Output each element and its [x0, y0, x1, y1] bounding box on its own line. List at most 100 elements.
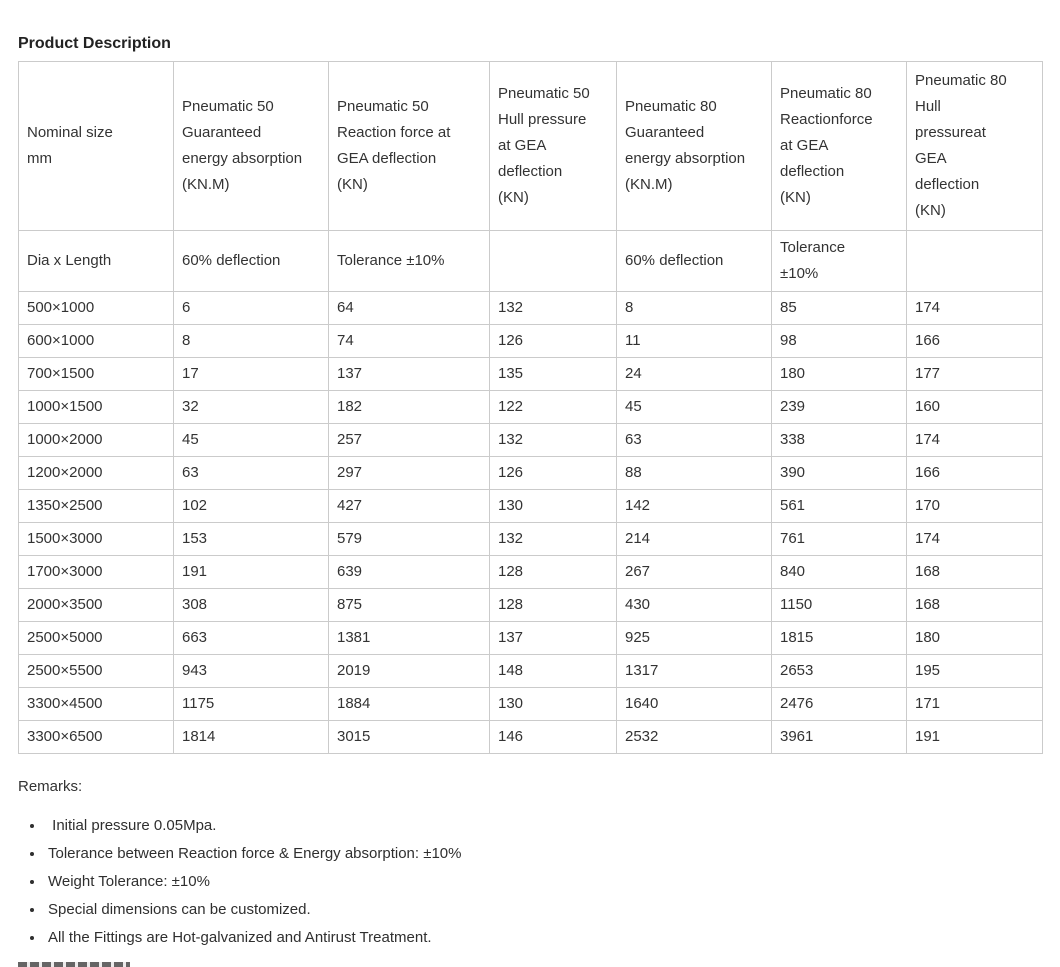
table-cell: 166 — [906, 324, 1043, 358]
table-row: 500×1000 6 64 132 8 85 174 — [18, 291, 1043, 325]
remarks-list: Initial pressure 0.05Mpa. Tolerance betwe… — [18, 816, 1042, 948]
table-cell: 126 — [489, 324, 617, 358]
table-cell: 24 — [616, 357, 772, 391]
table-row: 1500×3000 153 579 132 214 761 174 — [18, 522, 1043, 556]
clipped-section-heading-top — [18, 962, 130, 967]
remark-item: Tolerance between Reaction force & Energ… — [45, 844, 1042, 864]
table-cell: 257 — [328, 423, 490, 457]
header-p80-reaction-force: Pneumatic 80 Reactionforce at GEA deflec… — [771, 61, 907, 231]
table-cell: 132 — [489, 291, 617, 325]
table-cell: 191 — [173, 555, 329, 589]
remark-item: Special dimensions can be customized. — [45, 900, 1042, 920]
subheader-p80-deflection: 60% deflection — [616, 230, 772, 292]
table-cell: 1640 — [616, 687, 772, 721]
table-body: 500×1000 6 64 132 8 85 174 600×1000 8 74 126 11 98 16… — [18, 291, 1043, 754]
table-cell: 132 — [489, 423, 617, 457]
remark-item: Weight Tolerance: ±10% — [45, 872, 1042, 892]
table-cell: 875 — [328, 588, 490, 622]
table-cell: 177 — [906, 357, 1043, 391]
table-cell: 174 — [906, 291, 1043, 325]
table-cell: 180 — [906, 621, 1043, 655]
table-cell: 45 — [616, 390, 772, 424]
table-row: 3300×4500 1175 1884 130 1640 2476 171 — [18, 687, 1043, 721]
remark-item: Initial pressure 0.05Mpa. — [45, 816, 1042, 836]
subheader-p50-tolerance: Tolerance ±10% — [328, 230, 490, 292]
remark-item: All the Fittings are Hot-galvanized and … — [45, 928, 1042, 948]
table-cell: 1150 — [771, 588, 907, 622]
table-row: 1000×1500 32 182 122 45 239 160 — [18, 390, 1043, 424]
table-cell: 3300×6500 — [18, 720, 174, 754]
table-cell: 1000×1500 — [18, 390, 174, 424]
table-cell: 98 — [771, 324, 907, 358]
table-cell: 32 — [173, 390, 329, 424]
table-cell: 182 — [328, 390, 490, 424]
table-cell: 2000×3500 — [18, 588, 174, 622]
subheader-p50-deflection: 60% deflection — [173, 230, 329, 292]
table-cell: 1200×2000 — [18, 456, 174, 490]
table-cell: 148 — [489, 654, 617, 688]
header-p50-energy-absorption: Pneumatic 50 Guaranteed energy absorptio… — [173, 61, 329, 231]
table-cell: 297 — [328, 456, 490, 490]
table-cell: 427 — [328, 489, 490, 523]
header-p50-reaction-force: Pneumatic 50 Reaction force at GEA defle… — [328, 61, 490, 231]
table-cell: 1000×2000 — [18, 423, 174, 457]
table-cell: 11 — [616, 324, 772, 358]
table-row: 1700×3000 191 639 128 267 840 168 — [18, 555, 1043, 589]
table-cell: 45 — [173, 423, 329, 457]
table-cell: 3961 — [771, 720, 907, 754]
table-cell: 74 — [328, 324, 490, 358]
table-cell: 160 — [906, 390, 1043, 424]
table-cell: 64 — [328, 291, 490, 325]
table-cell: 85 — [771, 291, 907, 325]
table-cell: 561 — [771, 489, 907, 523]
table-cell: 132 — [489, 522, 617, 556]
table-cell: 2653 — [771, 654, 907, 688]
table-cell: 142 — [616, 489, 772, 523]
table-cell: 153 — [173, 522, 329, 556]
table-cell: 195 — [906, 654, 1043, 688]
table-cell: 137 — [328, 357, 490, 391]
table-cell: 63 — [616, 423, 772, 457]
table-cell: 214 — [616, 522, 772, 556]
table-cell: 1814 — [173, 720, 329, 754]
table-cell: 8 — [616, 291, 772, 325]
table-cell: 390 — [771, 456, 907, 490]
table-cell: 338 — [771, 423, 907, 457]
table-cell: 3015 — [328, 720, 490, 754]
table-cell: 168 — [906, 555, 1043, 589]
header-p50-hull-pressure: Pneumatic 50 Hull pressure at GEA deflec… — [489, 61, 617, 231]
table-cell: 840 — [771, 555, 907, 589]
table-cell: 63 — [173, 456, 329, 490]
table-cell: 88 — [616, 456, 772, 490]
table-cell: 1350×2500 — [18, 489, 174, 523]
table-cell: 943 — [173, 654, 329, 688]
table-row: 1000×2000 45 257 132 63 338 174 — [18, 423, 1043, 457]
table-cell: 430 — [616, 588, 772, 622]
table-cell: 639 — [328, 555, 490, 589]
subheader-empty-2 — [906, 230, 1043, 292]
table-cell: 146 — [489, 720, 617, 754]
table-cell: 180 — [771, 357, 907, 391]
page-title: Product Description — [18, 35, 171, 52]
table-header-row: Nominal size mm Pneumatic 50 Guaranteed … — [18, 61, 1043, 231]
table-cell: 174 — [906, 423, 1043, 457]
table-cell: 122 — [489, 390, 617, 424]
table-cell: 1381 — [328, 621, 490, 655]
table-cell: 1500×3000 — [18, 522, 174, 556]
table-row: 1200×2000 63 297 126 88 390 166 — [18, 456, 1043, 490]
table-cell: 137 — [489, 621, 617, 655]
table-cell: 128 — [489, 588, 617, 622]
table-cell: 128 — [489, 555, 617, 589]
table-row: 2500×5500 943 2019 148 1317 2653 195 — [18, 654, 1043, 688]
table-row: 1350×2500 102 427 130 142 561 170 — [18, 489, 1043, 523]
table-cell: 663 — [173, 621, 329, 655]
table-cell: 166 — [906, 456, 1043, 490]
table-row: 2500×5000 663 1381 137 925 1815 180 — [18, 621, 1043, 655]
table-cell: 170 — [906, 489, 1043, 523]
header-p80-hull-pressure: Pneumatic 80 Hull pressureat GEA deflect… — [906, 61, 1043, 231]
table-cell: 267 — [616, 555, 772, 589]
spec-table: Nominal size mm Pneumatic 50 Guaranteed … — [18, 61, 1043, 754]
subheader-p80-tolerance: Tolerance ±10% — [771, 230, 907, 292]
table-cell: 135 — [489, 357, 617, 391]
